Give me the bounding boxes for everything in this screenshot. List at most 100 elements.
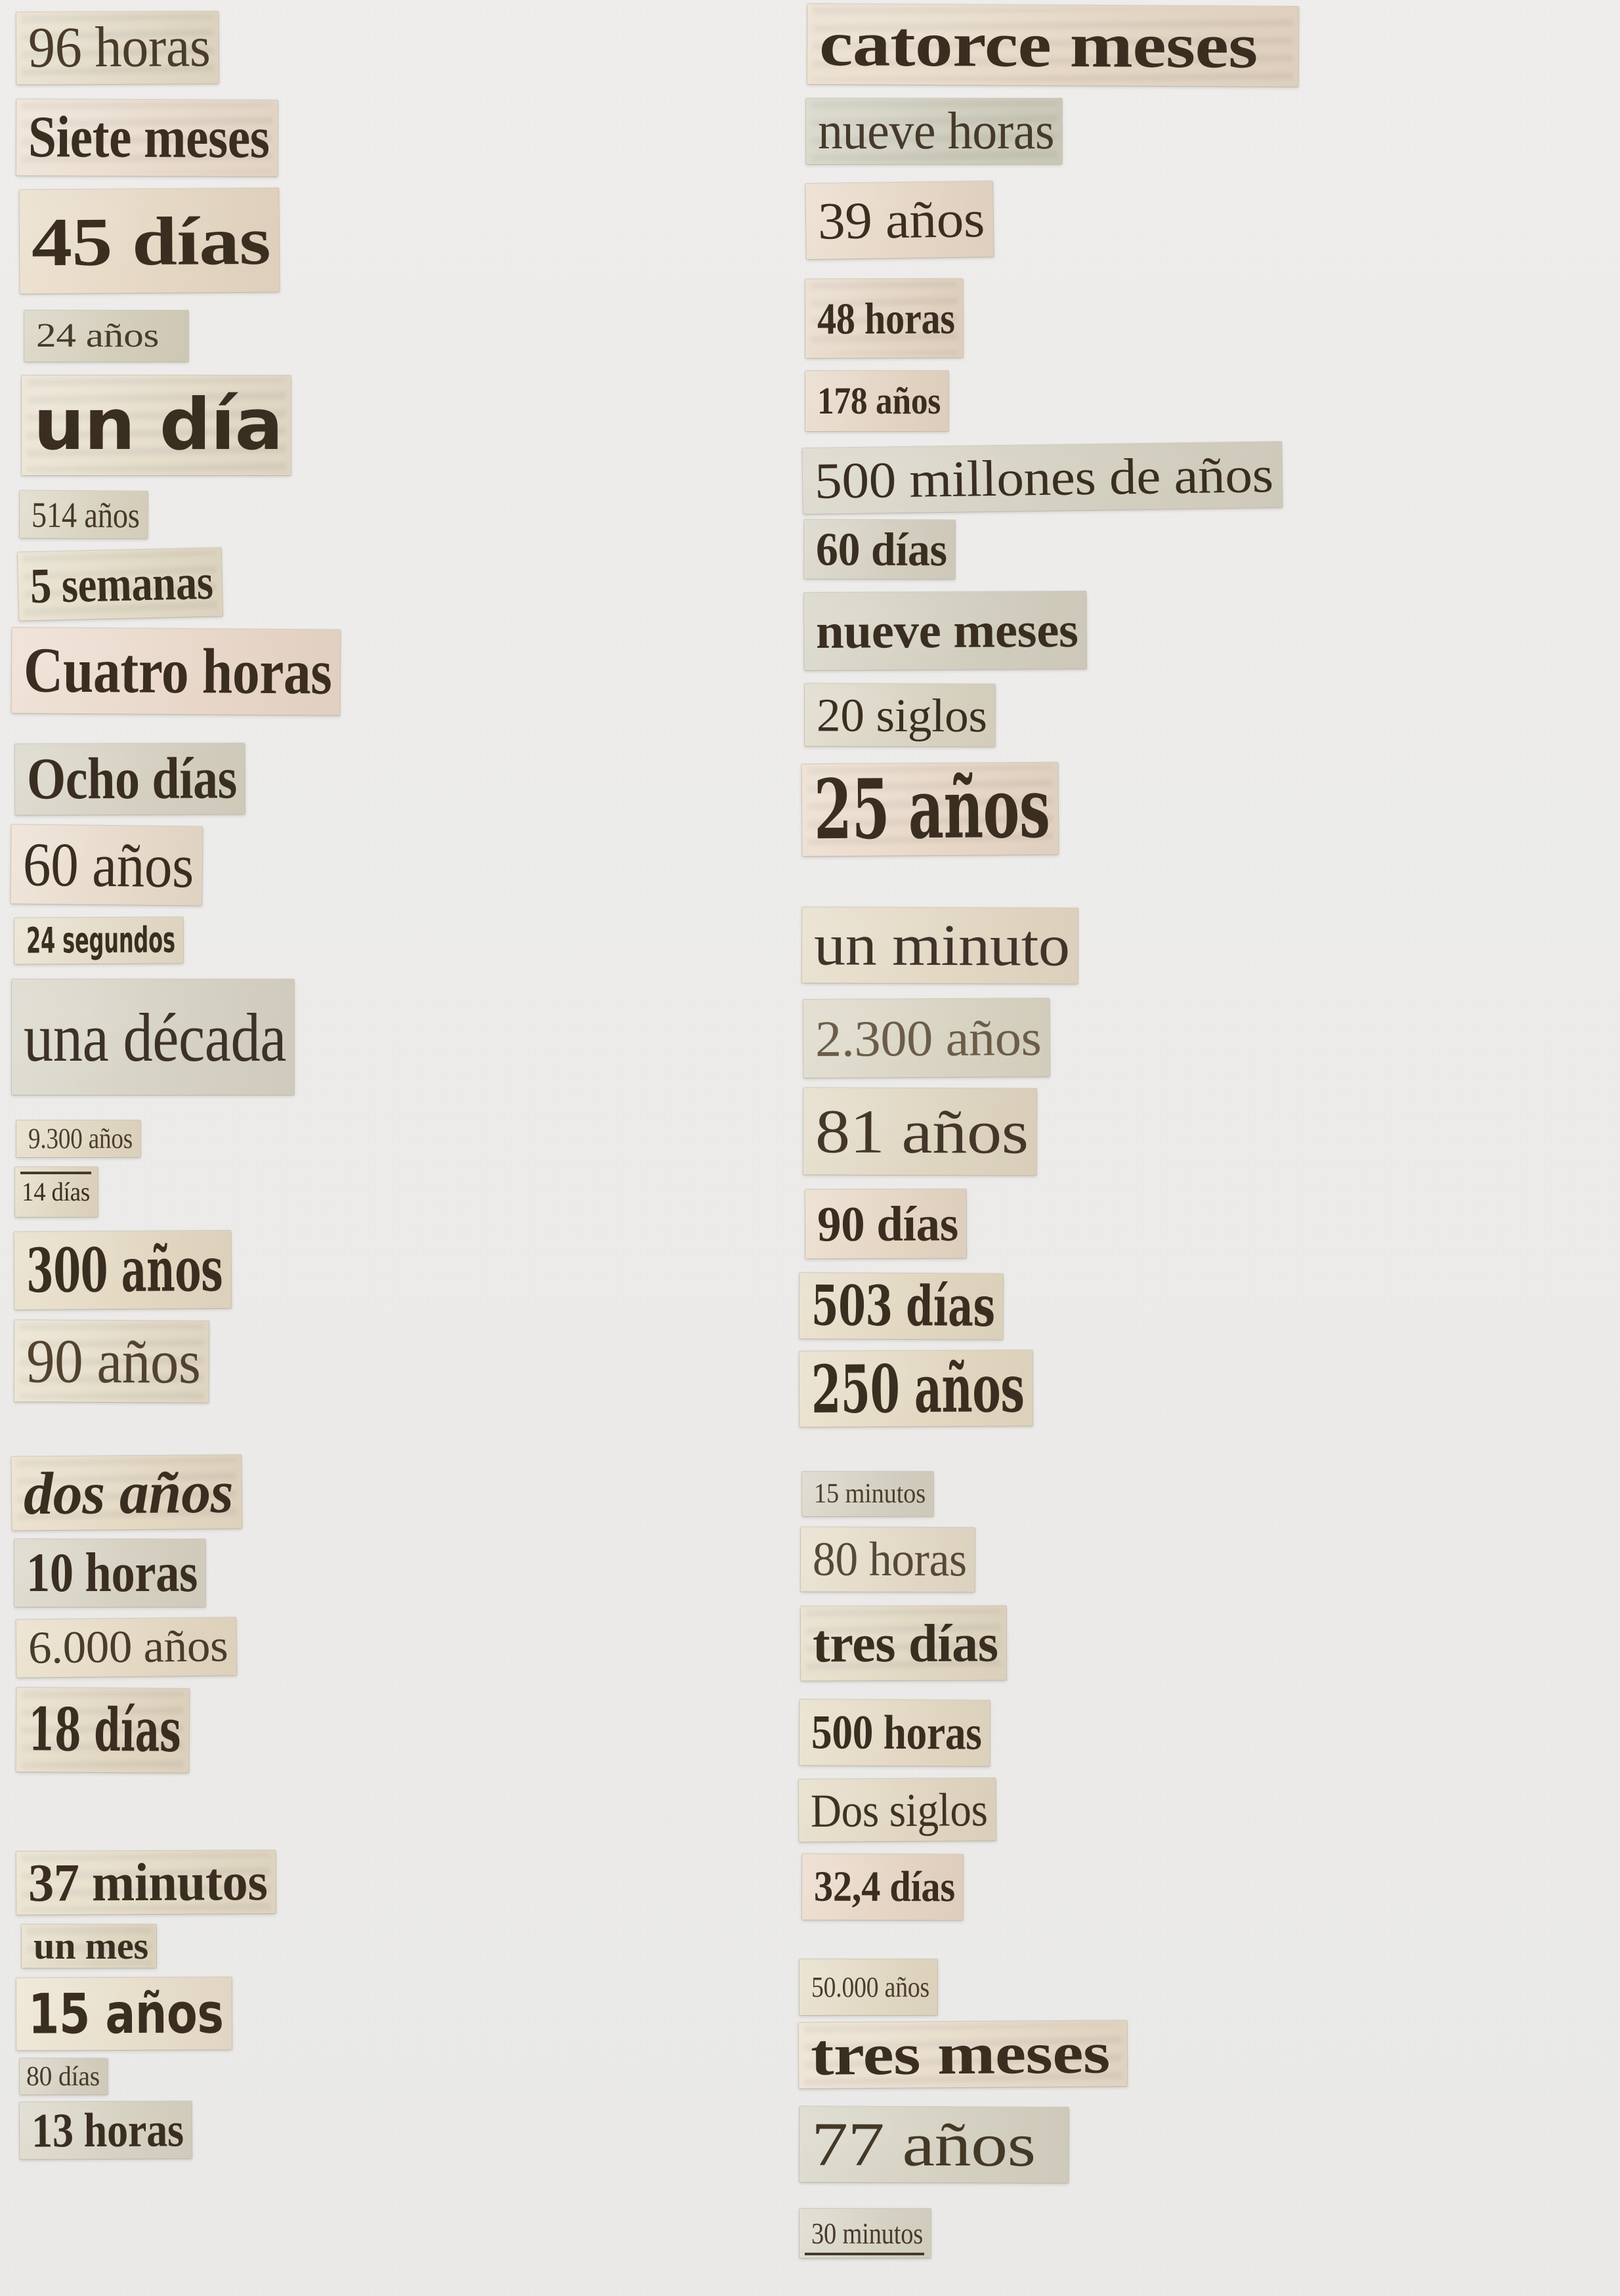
clipping-text: 50.000 años	[811, 1970, 929, 2003]
clipping-text: 500 horas	[811, 1705, 982, 1760]
clipping-text: 80 días	[26, 2061, 100, 2092]
clipping-13-horas: 13 horas	[19, 2101, 192, 2159]
clipping-text: un mes	[33, 1924, 148, 1967]
clipping-24-segundos: 24 segundos	[14, 917, 184, 964]
clipping-text: 18 días	[28, 1695, 181, 1766]
clipping-80-horas: 80 horas	[800, 1527, 975, 1592]
clipping-text: 20 siglos	[816, 689, 987, 742]
clipping-2-300-anos: 2.300 años	[803, 998, 1050, 1078]
clipping-48-horas: 48 horas	[805, 278, 964, 358]
clipping-text: 2.300 años	[815, 1008, 1042, 1067]
clipping-503-dias: 503 días	[799, 1273, 1004, 1340]
clipping-30-minutos: 30 minutos	[799, 2209, 931, 2258]
clipping-25-anos: 25 años	[801, 760, 1059, 858]
clipping-32-4-dias: 32,4 días	[801, 1854, 964, 1921]
clipping-catorce-meses: catorce meses	[807, 4, 1299, 87]
clipping-300-anos: 300 años	[14, 1230, 232, 1310]
clipping-20-siglos: 20 siglos	[804, 683, 996, 747]
clipping-37-minutos: 37 minutos	[16, 1850, 276, 1915]
clipping-text: 250 años	[811, 1349, 1025, 1428]
clipping-text: 48 horas	[817, 293, 955, 344]
clipping-cuatro-horas: Cuatro horas	[11, 627, 341, 715]
clipping-text: Cuatro horas	[23, 635, 332, 708]
clipping-text: 45 días	[31, 202, 271, 280]
clipping-text: un minuto	[813, 912, 1070, 979]
clipping-5-semanas: 5 semanas	[17, 547, 223, 621]
clipping-un-dia: un día	[22, 375, 291, 475]
clipping-6-000-anos: 6.000 años	[16, 1617, 237, 1678]
clipping-text: catorce meses	[819, 9, 1258, 82]
clipping-18-dias: 18 días	[16, 1688, 190, 1773]
clipping-text: 9.300 años	[28, 1122, 133, 1155]
clipping-nueve-meses: nueve meses	[803, 591, 1087, 671]
clipping-text: 32,4 días	[813, 1862, 955, 1911]
clipping-un-minuto: un minuto	[801, 907, 1078, 984]
clipping-80-dias: 80 días	[20, 2058, 108, 2094]
clipping-text: 15 años	[28, 1981, 224, 2047]
clipping-text: un día	[33, 384, 283, 466]
clipping-96-horas: 96 horas	[16, 11, 219, 85]
clipping-15-anos: 15 años	[16, 1977, 232, 2051]
clipping-text: 90 años	[26, 1325, 201, 1397]
clipping-text: 39 años	[817, 190, 985, 251]
clipping-un-mes: un mes	[22, 1924, 156, 1968]
clipping-text: una década	[24, 998, 286, 1076]
clipping-text: dos años	[23, 1458, 234, 1527]
clipping-text: 80 horas	[812, 1532, 967, 1587]
clipping-ocho-dias: Ocho días	[14, 743, 245, 815]
clipping-39-anos: 39 años	[805, 181, 994, 259]
clipping-text: 60 años	[22, 829, 194, 901]
clipping-178-anos: 178 años	[805, 371, 949, 431]
clipping-45-dias: 45 días	[19, 188, 280, 294]
clipping-text: Dos siglos	[810, 1783, 988, 1837]
clipping-dos-siglos: Dos siglos	[798, 1777, 996, 1842]
clipping-dos-anos: dos años	[11, 1455, 242, 1531]
clipping-24-anos: 24 años	[24, 310, 188, 362]
clipping-90-anos: 90 años	[14, 1320, 209, 1403]
clipping-text: 14 días	[22, 1177, 91, 1206]
clipping-una-decada: una década	[12, 979, 294, 1095]
clipping-text: 81 años	[815, 1095, 1029, 1167]
clipping-text: 30 minutos	[811, 2216, 924, 2250]
clipping-rule-line	[805, 2253, 924, 2255]
clipping-text: 514 años	[31, 494, 140, 535]
clipping-text: nueve meses	[815, 602, 1078, 660]
clipping-250-anos: 250 años	[799, 1349, 1033, 1428]
clipping-text: 503 días	[811, 1273, 996, 1339]
clipping-text: Siete meses	[28, 104, 270, 171]
clipping-14-dias: 14 días	[15, 1167, 98, 1217]
clipping-text: 10 horas	[26, 1542, 198, 1604]
clipping-tres-meses: tres meses	[798, 2020, 1128, 2089]
clipping-text: 15 minutos	[814, 1479, 926, 1509]
clipping-60-anos: 60 años	[11, 824, 203, 906]
clipping-500-millones-de-anos: 500 millones de años	[802, 441, 1283, 515]
clipping-text: Ocho días	[26, 746, 238, 812]
clipping-15-minutos: 15 minutos	[802, 1472, 933, 1516]
clipping-nueve-horas: nueve horas	[806, 98, 1062, 164]
clipping-text: 5 semanas	[30, 554, 214, 614]
clipping-text: tres días	[812, 1612, 998, 1673]
clipping-81-anos: 81 años	[803, 1088, 1037, 1176]
clipping-text: 96 horas	[28, 15, 211, 80]
clipping-siete-meses: Siete meses	[16, 99, 278, 177]
clipping-text: nueve horas	[818, 102, 1055, 160]
clipping-text: 24 segundos	[26, 919, 176, 962]
clipping-text: 90 días	[817, 1196, 958, 1252]
clipping-77-anos: 77 años	[799, 2106, 1069, 2183]
clipping-text: 77 años	[811, 2109, 1036, 2180]
clipping-text: 6.000 años	[28, 1621, 228, 1674]
clipping-text: 500 millones de años	[814, 446, 1274, 509]
clipping-text: 300 años	[26, 1233, 223, 1307]
clipping-500-horas: 500 horas	[799, 1699, 991, 1766]
clipping-60-dias: 60 días	[803, 519, 956, 580]
clipping-text: 24 años	[36, 317, 160, 354]
clipping-10-horas: 10 horas	[14, 1539, 205, 1607]
clipping-90-dias: 90 días	[805, 1189, 967, 1259]
clipping-text: 60 días	[815, 522, 947, 576]
clipping-text: 13 horas	[31, 2102, 184, 2158]
clipping-text: 178 años	[817, 379, 941, 422]
clipping-text: tres meses	[810, 2020, 1111, 2088]
clipping-9-300-anos: 9.300 años	[16, 1120, 140, 1157]
clipping-rule-line	[20, 1172, 91, 1174]
